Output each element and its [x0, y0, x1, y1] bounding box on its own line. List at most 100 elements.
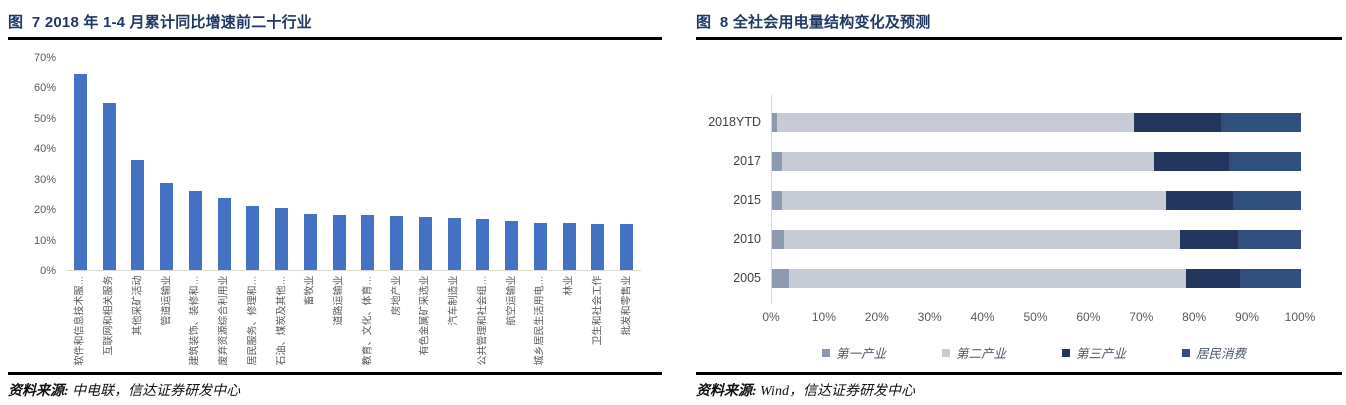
bar: [188, 190, 202, 270]
x-axis-category-label: 其他采矿活动: [132, 275, 144, 336]
x-axis-tick: 0%: [762, 310, 780, 324]
figure7-bar-chart: 0% 10% 20% 30% 40% 50% 60% 70% 软件和信息技术服… 互联网和相关服务…: [8, 50, 662, 372]
x-axis-category-label: 管道运输业: [161, 275, 173, 326]
row-category-label: 2018YTD: [708, 114, 761, 129]
stacked-bar-segment-居民消费: [1233, 191, 1301, 210]
legend-item-第一产业: 第一产业: [821, 343, 886, 362]
figure8-title-rule: [696, 37, 1342, 40]
stacked-bar-segment-第一产业: [772, 113, 778, 132]
row-category-label: 2010: [733, 231, 761, 246]
bar: [131, 160, 145, 270]
figure7-source: 资料来源: 中电联，信达证券研发中心: [8, 380, 240, 400]
stacked-bar-segment-第三产业: [1134, 113, 1221, 132]
stacked-bar: [772, 152, 1301, 171]
figure7-panel: 图 7 2018 年 1-4 月累计同比增速前二十行业 0% 10% 20% 30% 4…: [8, 0, 662, 405]
stacked-bar-segment-第一产业: [772, 269, 789, 288]
bar-slot: [267, 58, 296, 270]
bar-slot: [354, 58, 383, 270]
x-label-slot: 互联网和相关服务: [95, 273, 124, 371]
y-axis-tick: 50%: [33, 112, 56, 125]
legend-marker-icon: [1062, 348, 1070, 357]
bar-slot: [152, 58, 181, 270]
legend-label: 第三产业: [1076, 347, 1127, 361]
y-axis-tick: 70%: [33, 52, 56, 64]
bar-slot: [440, 58, 469, 270]
bar: [418, 216, 432, 270]
x-label-slot: 林业: [555, 273, 584, 371]
bar: [476, 219, 490, 270]
bar-slot: [210, 58, 239, 270]
x-label-slot: 汽车制造业: [440, 273, 469, 371]
bar-slot: [95, 58, 124, 270]
y-axis-tick: 20%: [33, 204, 56, 217]
stacked-bar-segment-第二产业: [782, 152, 1154, 171]
bar: [562, 223, 576, 270]
legend-label: 第二产业: [955, 347, 1006, 361]
stacked-bar-segment-第二产业: [788, 269, 1187, 288]
stacked-bar: [772, 269, 1301, 288]
x-axis-category-label: 林业: [563, 275, 575, 296]
x-label-slot: 废弃资源综合利用业: [210, 273, 239, 371]
figure8-source: 资料来源: Wind，信达证券研发中心: [696, 380, 915, 400]
x-label-slot: 城乡居民生活用电…: [526, 273, 555, 371]
stacked-bar-segment-第二产业: [784, 230, 1181, 249]
x-axis-category-label: 卫生和社会工作: [592, 275, 604, 346]
x-label-slot: 教育、文化、体育…: [354, 273, 383, 371]
y-axis-tick: 60%: [33, 82, 56, 95]
x-label-slot: 房地产业: [382, 273, 411, 371]
y-axis-line: [771, 95, 772, 304]
row-category-label: 2017: [733, 153, 761, 168]
stacked-bar: [772, 113, 1301, 132]
bar-slot: [296, 58, 325, 270]
stacked-bar-segment-居民消费: [1239, 269, 1301, 288]
stacked-bar-segment-居民消费: [1237, 230, 1301, 249]
y-axis-tick: 10%: [33, 234, 56, 247]
plot-area: [66, 58, 641, 271]
x-axis-category-label: 教育、文化、体育…: [362, 275, 374, 366]
legend-marker-icon: [1182, 348, 1191, 357]
figure7-source-prefix: 资料来源:: [8, 384, 73, 399]
x-axis-tick: 100%: [1284, 310, 1316, 324]
figure7-title: 图 7 2018 年 1-4 月累计同比增速前二十行业: [8, 14, 312, 31]
x-axis-tick: 30%: [917, 310, 942, 324]
x-axis-labels: 软件和信息技术服… 互联网和相关服务 其他采矿活动 管道运输业 建筑装饰、装修和… 废弃资…: [66, 273, 641, 371]
x-axis-category-label: 建筑装饰、装修和…: [189, 275, 201, 366]
stacked-bar: [772, 230, 1301, 249]
bar: [303, 214, 317, 270]
x-axis-category-label: 有色金属矿采选业: [419, 275, 431, 356]
row-category-label: 2005: [733, 270, 761, 285]
bar-slot: [555, 58, 584, 270]
legend: 第一产业 第二产业 第三产业 居民消费: [736, 343, 1332, 362]
x-axis-tick: 70%: [1129, 310, 1154, 324]
x-axis-category-label: 废弃资源综合利用业: [218, 275, 230, 366]
x-label-slot: 道路运输业: [325, 273, 354, 371]
bar: [246, 206, 260, 270]
x-axis-category-label: 房地产业: [391, 275, 403, 316]
bar-slot: [239, 58, 268, 270]
y-axis-tick: 30%: [33, 173, 56, 186]
x-axis-tick: 20%: [864, 310, 889, 324]
bar: [620, 224, 634, 270]
stacked-bar: [772, 191, 1301, 210]
bar: [332, 214, 346, 270]
bar: [390, 215, 404, 270]
x-axis-category-label: 汽车制造业: [448, 275, 460, 326]
bar: [160, 183, 174, 270]
bar: [73, 74, 87, 270]
bar-slot: [66, 58, 95, 270]
figure8-source-prefix: 资料来源:: [696, 384, 761, 399]
bar-slot: [526, 58, 555, 270]
x-label-slot: 管道运输业: [152, 273, 181, 371]
bar: [533, 222, 547, 270]
figure8-panel: 图 8 全社会用电量结构变化及预测 2018YTD 2017 2015 2010 200…: [696, 0, 1342, 405]
x-label-slot: 航空运输业: [497, 273, 526, 371]
legend-marker-icon: [941, 348, 950, 357]
stacked-bar-segment-居民消费: [1229, 152, 1301, 171]
x-axis-category-label: 批发和零售业: [621, 275, 633, 336]
x-axis-tick: 60%: [1076, 310, 1101, 324]
bar: [505, 220, 519, 270]
x-axis-category-label: 公共管理和社会组…: [477, 275, 489, 366]
stacked-bar-segment-第二产业: [777, 113, 1135, 132]
stacked-bar-segment-第三产业: [1186, 269, 1240, 288]
legend-label: 第一产业: [835, 347, 886, 361]
